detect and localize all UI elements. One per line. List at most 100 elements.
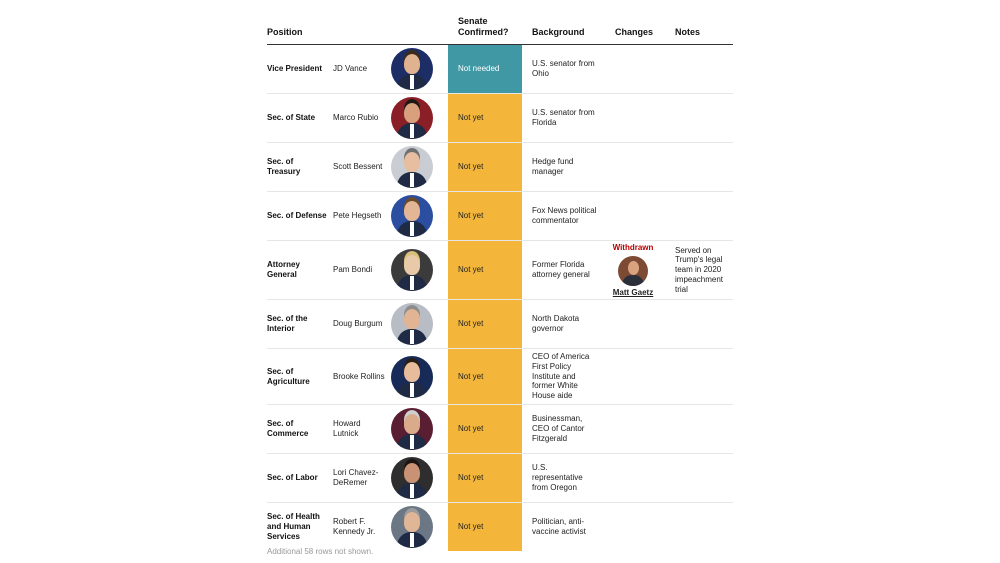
senate-status: Not yet bbox=[458, 211, 484, 221]
changes-cell bbox=[607, 405, 659, 453]
portrait-icon bbox=[391, 355, 433, 398]
changes-cell: Withdrawn Matt Gaetz bbox=[607, 241, 659, 299]
portrait-icon bbox=[391, 195, 433, 237]
notes-cell bbox=[675, 405, 735, 453]
cabinet-table: Position Senate Confirmed? Background Ch… bbox=[267, 14, 733, 551]
changes-cell bbox=[607, 454, 659, 502]
table-row: Sec. of Commerce Howard Lutnick Not yet … bbox=[267, 405, 733, 454]
table-row: Sec. of Agriculture Brooke Rollins Not y… bbox=[267, 349, 733, 405]
senate-status: Not yet bbox=[458, 424, 484, 434]
position-label: Sec. of Treasury bbox=[267, 157, 301, 176]
name-cell: Brooke Rollins bbox=[333, 349, 387, 404]
withdrawn-nominee-link[interactable]: Matt Gaetz bbox=[612, 287, 654, 297]
notes-cell bbox=[675, 143, 735, 191]
portrait-icon bbox=[391, 97, 433, 139]
header-senate-confirmed[interactable]: Senate Confirmed? bbox=[458, 16, 509, 37]
photo-cell bbox=[390, 192, 434, 240]
position-label: Sec. of Labor bbox=[267, 473, 318, 483]
senate-status: Not needed bbox=[458, 64, 500, 74]
table-row: Sec. of the Interior Doug Burgum Not yet… bbox=[267, 300, 733, 349]
table-body: Vice President JD Vance Not needed U.S. … bbox=[267, 45, 733, 551]
background-text: Fox News political commentator bbox=[532, 206, 597, 225]
nominee-name: Pete Hegseth bbox=[333, 211, 382, 221]
nominee-name: Scott Bessent bbox=[333, 162, 383, 172]
background-text: Businessman, CEO of Cantor Fitzgerald bbox=[532, 414, 585, 443]
changes-cell bbox=[607, 192, 659, 240]
name-cell: Robert F. Kennedy Jr. bbox=[333, 503, 387, 551]
portrait-icon bbox=[391, 303, 433, 345]
name-cell: Howard Lutnick bbox=[333, 405, 387, 453]
background-cell: U.S. senator from Ohio bbox=[532, 45, 600, 93]
background-cell: Fox News political commentator bbox=[532, 192, 600, 240]
nominee-name: Brooke Rollins bbox=[333, 371, 385, 381]
portrait-icon bbox=[618, 255, 648, 286]
photo-cell bbox=[390, 349, 434, 404]
header-changes[interactable]: Changes bbox=[615, 27, 654, 37]
nominee-name: JD Vance bbox=[333, 64, 368, 74]
background-text: U.S. representative from Oregon bbox=[532, 463, 583, 492]
position-label: Sec. of State bbox=[267, 113, 316, 123]
nominee-name: Pam Bondi bbox=[333, 265, 373, 275]
background-cell: Former Florida attorney general bbox=[532, 241, 600, 299]
background-cell: Hedge fund manager bbox=[532, 143, 600, 191]
senate-status-cell: Not yet bbox=[448, 503, 522, 551]
table-row: Attorney General Pam Bondi Not yet Forme… bbox=[267, 241, 733, 300]
position-label: Sec. of Health and Human Services bbox=[267, 512, 320, 541]
position-label: Sec. of Commerce bbox=[267, 419, 309, 438]
background-cell: Businessman, CEO of Cantor Fitzgerald bbox=[532, 405, 600, 453]
position-cell: Sec. of Labor bbox=[267, 454, 327, 502]
senate-status: Not yet bbox=[458, 371, 484, 381]
photo-cell bbox=[390, 241, 434, 299]
changes-cell bbox=[607, 143, 659, 191]
position-label: Sec. of Agriculture bbox=[267, 366, 310, 386]
name-cell: Scott Bessent bbox=[333, 143, 387, 191]
senate-status: Not yet bbox=[458, 522, 484, 532]
table-row: Sec. of State Marco Rubio Not yet U.S. s… bbox=[267, 94, 733, 143]
position-cell: Attorney General bbox=[267, 241, 327, 299]
withdrawn-label: Withdrawn bbox=[612, 242, 654, 252]
photo-cell bbox=[390, 454, 434, 502]
senate-status-cell: Not yet bbox=[448, 192, 522, 240]
notes-cell bbox=[675, 454, 735, 502]
notes-cell bbox=[675, 349, 735, 404]
notes-cell: Served on Trump's legal team in 2020 imp… bbox=[675, 241, 735, 299]
photo-cell bbox=[390, 45, 434, 93]
background-cell: CEO of America First Policy Institute an… bbox=[532, 349, 600, 404]
background-cell: U.S. senator from Florida bbox=[532, 94, 600, 142]
position-label: Vice President bbox=[267, 64, 322, 74]
header-notes[interactable]: Notes bbox=[675, 27, 701, 37]
position-cell: Sec. of Treasury bbox=[267, 143, 327, 191]
footer-note: Additional 58 rows not shown. bbox=[267, 547, 374, 556]
senate-status: Not yet bbox=[458, 319, 484, 329]
background-text: U.S. senator from Ohio bbox=[532, 59, 595, 78]
senate-status-cell: Not yet bbox=[448, 143, 522, 191]
photo-cell bbox=[390, 94, 434, 142]
senate-status: Not yet bbox=[458, 473, 484, 483]
portrait-icon bbox=[391, 408, 433, 450]
senate-status-cell: Not needed bbox=[448, 45, 522, 93]
header-position[interactable]: Position bbox=[267, 27, 303, 37]
notes-cell bbox=[675, 300, 735, 348]
senate-status-cell: Not yet bbox=[448, 349, 522, 404]
senate-status-cell: Not yet bbox=[448, 300, 522, 348]
background-text: CEO of America First Policy Institute an… bbox=[532, 352, 590, 401]
background-cell: Politician, anti-vaccine activist bbox=[532, 503, 600, 551]
senate-status: Not yet bbox=[458, 162, 484, 172]
notes-cell bbox=[675, 94, 735, 142]
position-cell: Sec. of Agriculture bbox=[267, 349, 327, 404]
photo-cell bbox=[390, 405, 434, 453]
table-row: Vice President JD Vance Not needed U.S. … bbox=[267, 45, 733, 94]
senate-status-cell: Not yet bbox=[448, 94, 522, 142]
background-text: Former Florida attorney general bbox=[532, 260, 590, 279]
nominee-name: Howard Lutnick bbox=[333, 419, 361, 438]
portrait-icon bbox=[391, 48, 433, 90]
table-row: Sec. of Labor Lori Chavez-DeRemer Not ye… bbox=[267, 454, 733, 503]
name-cell: Pam Bondi bbox=[333, 241, 387, 299]
changes-cell bbox=[607, 349, 659, 404]
background-text: North Dakota governor bbox=[532, 314, 580, 333]
notes-cell bbox=[675, 503, 735, 551]
nominee-name: Robert F. Kennedy Jr. bbox=[333, 517, 376, 536]
table-row: Sec. of Treasury Scott Bessent Not yet H… bbox=[267, 143, 733, 192]
changes-cell bbox=[607, 503, 659, 551]
header-background[interactable]: Background bbox=[532, 27, 585, 37]
